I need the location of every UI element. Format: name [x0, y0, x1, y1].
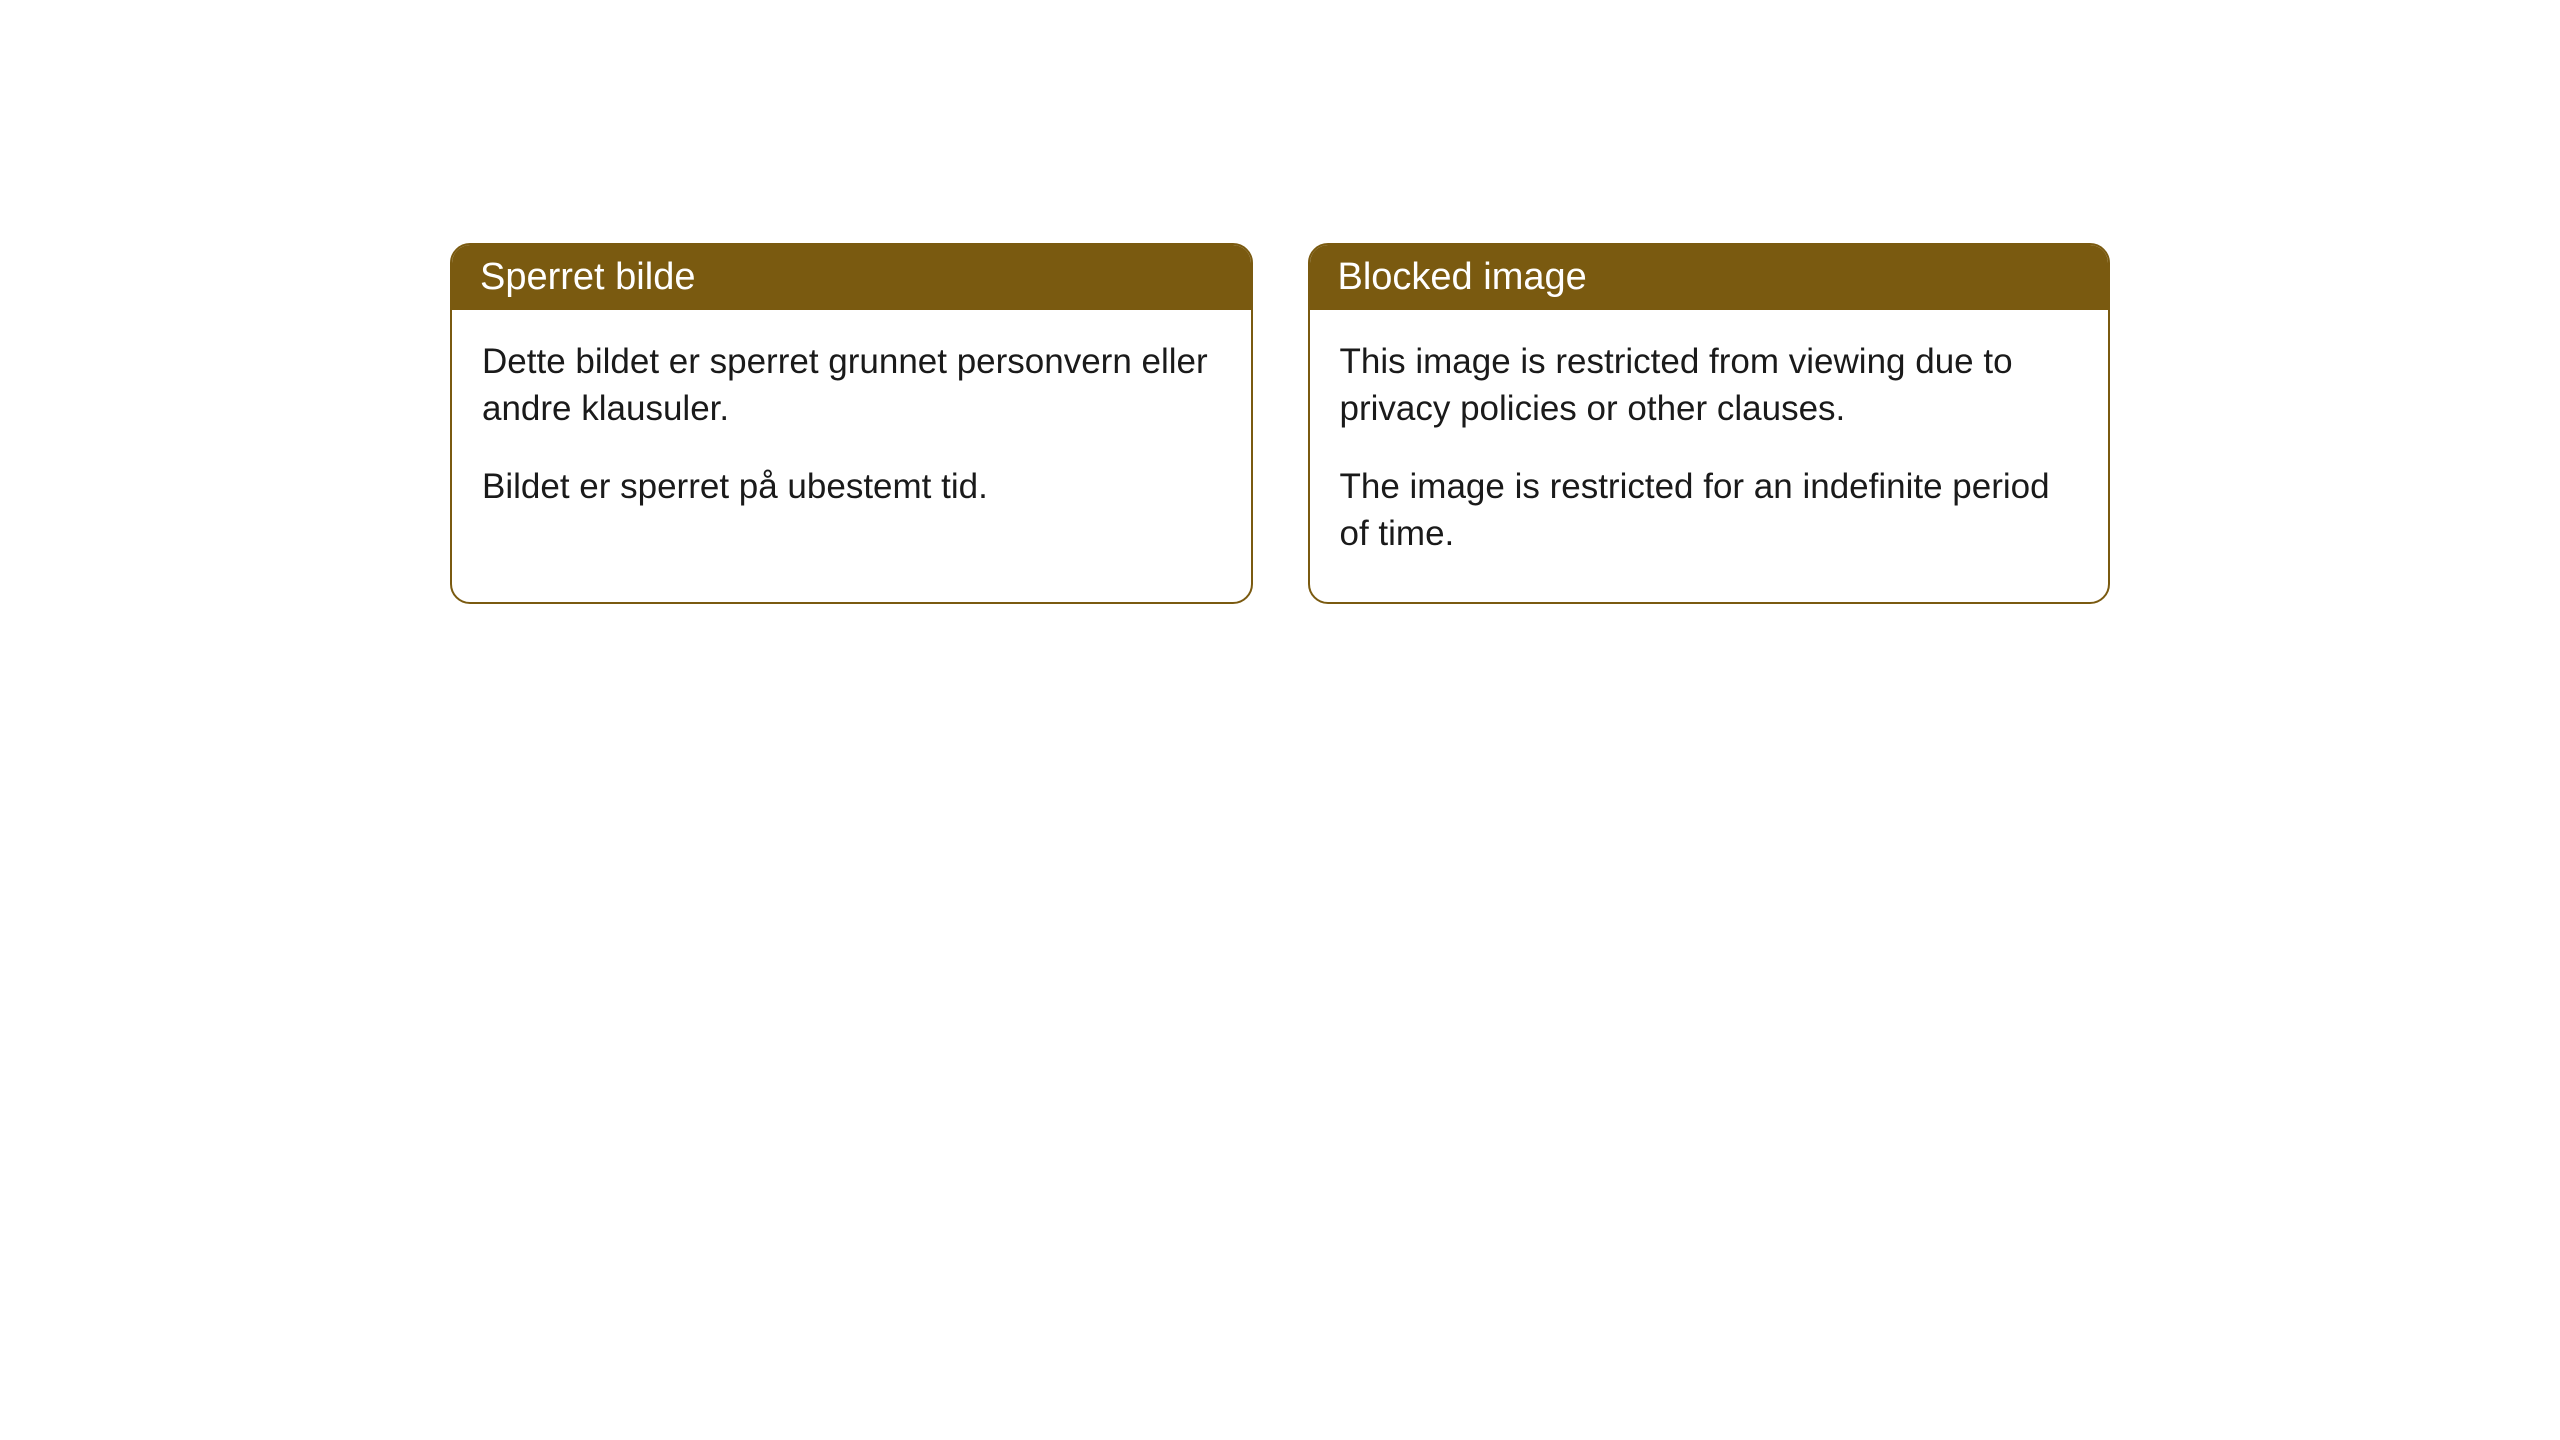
card-paragraph: Dette bildet er sperret grunnet personve…: [482, 338, 1221, 433]
card-title: Blocked image: [1338, 256, 1587, 298]
card-header: Sperret bilde: [452, 245, 1251, 310]
card-body: Dette bildet er sperret grunnet personve…: [452, 310, 1251, 555]
notice-card-english: Blocked image This image is restricted f…: [1308, 243, 2111, 604]
card-paragraph: Bildet er sperret på ubestemt tid.: [482, 463, 1221, 510]
card-title: Sperret bilde: [480, 256, 695, 298]
card-paragraph: The image is restricted for an indefinit…: [1340, 463, 2079, 558]
notice-cards-container: Sperret bilde Dette bildet er sperret gr…: [450, 243, 2110, 604]
notice-card-norwegian: Sperret bilde Dette bildet er sperret gr…: [450, 243, 1253, 604]
card-header: Blocked image: [1310, 245, 2109, 310]
card-paragraph: This image is restricted from viewing du…: [1340, 338, 2079, 433]
card-body: This image is restricted from viewing du…: [1310, 310, 2109, 602]
